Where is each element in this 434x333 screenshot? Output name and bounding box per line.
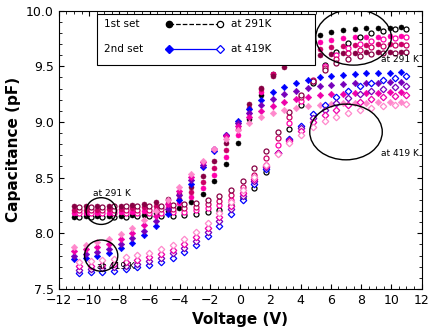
Y-axis label: Capacitance (pF): Capacitance (pF) [6, 77, 20, 222]
Text: 1st set: 1st set [104, 19, 139, 29]
X-axis label: Voltage (V): Voltage (V) [192, 312, 288, 327]
Text: at 419K: at 419K [230, 44, 271, 54]
Text: at 291 K: at 291 K [381, 55, 418, 64]
FancyBboxPatch shape [97, 14, 314, 65]
Text: 2nd set: 2nd set [104, 44, 143, 54]
Text: at 419 K: at 419 K [381, 149, 418, 158]
Text: at 419 K: at 419 K [97, 262, 135, 271]
Text: at 291K: at 291K [230, 19, 271, 29]
Text: at 291 K: at 291 K [92, 189, 130, 198]
